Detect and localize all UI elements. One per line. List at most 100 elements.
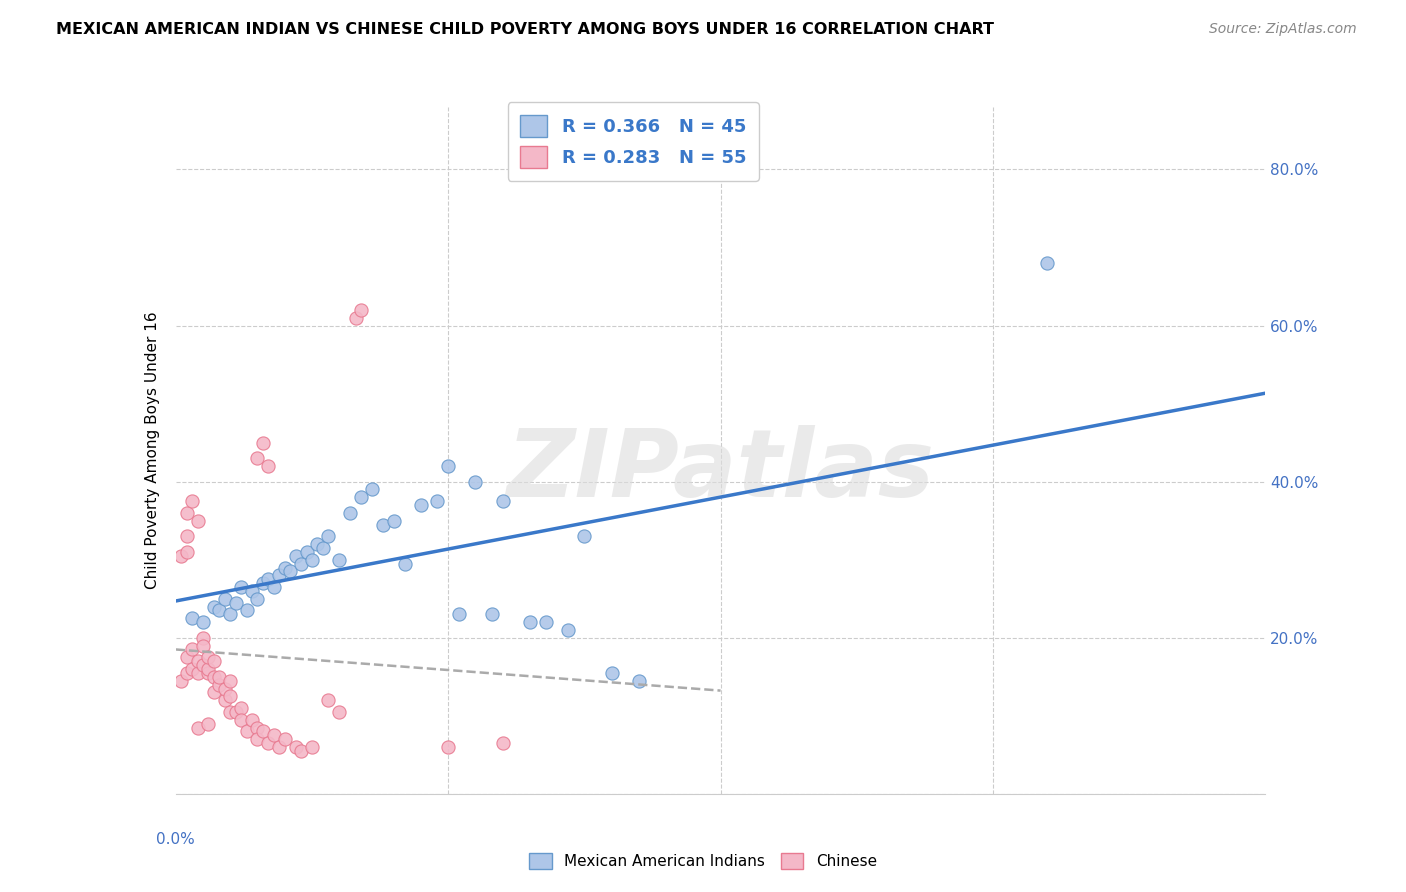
Point xyxy=(344,310,367,325)
Point xyxy=(186,654,209,668)
Text: ZIPatlas: ZIPatlas xyxy=(506,425,935,517)
Point xyxy=(284,549,307,563)
Point xyxy=(557,623,579,637)
Point xyxy=(252,724,274,739)
Point xyxy=(191,615,214,630)
Point xyxy=(371,517,394,532)
Point xyxy=(214,681,236,696)
Point xyxy=(492,494,515,508)
Point xyxy=(409,498,432,512)
Point xyxy=(307,537,329,551)
Point xyxy=(274,560,297,574)
Point xyxy=(360,483,382,497)
Point xyxy=(170,549,193,563)
Point xyxy=(176,665,198,680)
Point xyxy=(534,615,557,630)
Point xyxy=(219,690,242,704)
Point xyxy=(574,529,596,543)
Legend: Mexican American Indians, Chinese: Mexican American Indians, Chinese xyxy=(523,847,883,875)
Point xyxy=(301,552,323,567)
Text: Source: ZipAtlas.com: Source: ZipAtlas.com xyxy=(1209,22,1357,37)
Point xyxy=(318,529,340,543)
Point xyxy=(191,631,214,645)
Point xyxy=(219,705,242,719)
Point xyxy=(278,565,301,579)
Point xyxy=(219,673,242,688)
Point xyxy=(231,580,253,594)
Point xyxy=(263,580,285,594)
Y-axis label: Child Poverty Among Boys Under 16: Child Poverty Among Boys Under 16 xyxy=(145,311,160,590)
Point xyxy=(231,701,253,715)
Point xyxy=(214,693,236,707)
Point xyxy=(186,514,209,528)
Point xyxy=(202,670,225,684)
Point xyxy=(269,568,291,582)
Point xyxy=(181,611,204,625)
Point xyxy=(246,591,269,606)
Point xyxy=(328,552,350,567)
Point xyxy=(263,728,285,742)
Point xyxy=(394,557,416,571)
Point xyxy=(257,736,280,750)
Point xyxy=(257,458,280,473)
Point xyxy=(214,591,236,606)
Point xyxy=(257,572,280,586)
Point xyxy=(231,713,253,727)
Point xyxy=(235,603,257,617)
Point xyxy=(492,736,515,750)
Point xyxy=(235,724,257,739)
Text: 0.0%: 0.0% xyxy=(156,831,195,847)
Point xyxy=(447,607,470,622)
Point xyxy=(274,732,297,747)
Point xyxy=(240,713,263,727)
Point xyxy=(181,642,204,657)
Point xyxy=(176,650,198,665)
Point xyxy=(202,599,225,614)
Point xyxy=(181,662,204,676)
Point xyxy=(1036,256,1059,270)
Point xyxy=(382,514,405,528)
Point xyxy=(519,615,541,630)
Point xyxy=(301,740,323,755)
Point xyxy=(290,744,312,758)
Point xyxy=(464,475,486,489)
Point xyxy=(284,740,307,755)
Point xyxy=(197,662,219,676)
Point xyxy=(219,607,242,622)
Point xyxy=(191,658,214,673)
Point xyxy=(600,665,623,680)
Point xyxy=(202,685,225,699)
Point xyxy=(627,673,650,688)
Point xyxy=(181,494,204,508)
Point xyxy=(197,716,219,731)
Point xyxy=(290,557,312,571)
Point xyxy=(328,705,350,719)
Point xyxy=(295,545,318,559)
Point xyxy=(186,665,209,680)
Point xyxy=(252,576,274,591)
Point xyxy=(246,721,269,735)
Point xyxy=(240,583,263,598)
Point xyxy=(197,650,219,665)
Point xyxy=(208,670,231,684)
Point xyxy=(481,607,503,622)
Point xyxy=(176,545,198,559)
Point xyxy=(252,435,274,450)
Point xyxy=(176,506,198,520)
Point xyxy=(191,639,214,653)
Point xyxy=(208,678,231,692)
Point xyxy=(225,596,247,610)
Text: MEXICAN AMERICAN INDIAN VS CHINESE CHILD POVERTY AMONG BOYS UNDER 16 CORRELATION: MEXICAN AMERICAN INDIAN VS CHINESE CHILD… xyxy=(56,22,994,37)
Point xyxy=(269,740,291,755)
Point xyxy=(202,654,225,668)
Legend: R = 0.366   N = 45, R = 0.283   N = 55: R = 0.366 N = 45, R = 0.283 N = 55 xyxy=(508,103,759,181)
Point xyxy=(312,541,335,555)
Point xyxy=(197,665,219,680)
Point xyxy=(170,673,193,688)
Point xyxy=(225,705,247,719)
Point xyxy=(176,529,198,543)
Point xyxy=(246,732,269,747)
Point xyxy=(350,490,373,504)
Point xyxy=(246,451,269,466)
Point xyxy=(350,302,373,317)
